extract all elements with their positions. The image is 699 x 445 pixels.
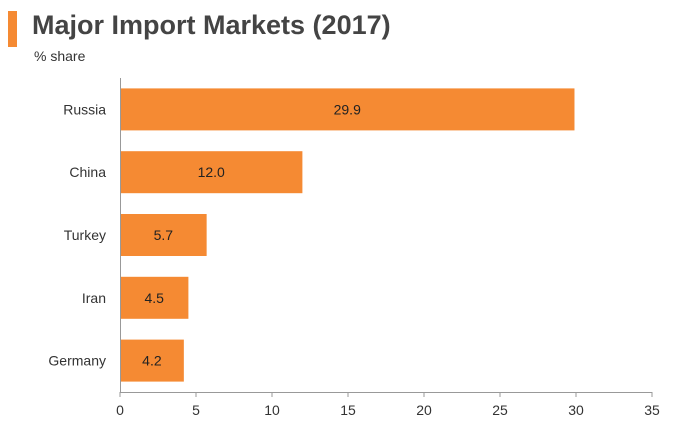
data-label: 4.2 xyxy=(142,353,162,369)
category-label: Germany xyxy=(48,353,106,369)
data-label: 4.5 xyxy=(144,290,164,306)
bar-germany xyxy=(120,339,184,382)
x-tick-label: 35 xyxy=(644,402,660,418)
bar-iran xyxy=(120,276,189,319)
category-label: Russia xyxy=(63,101,106,117)
bar-turkey xyxy=(120,214,207,256)
title-accent-bar xyxy=(8,11,17,47)
x-tick-label: 20 xyxy=(416,402,432,418)
x-tick-label: 25 xyxy=(492,402,508,418)
chart-subtitle: % share xyxy=(34,48,86,64)
category-label: China xyxy=(69,164,106,180)
x-tick-label: 0 xyxy=(116,402,124,418)
data-label: 12.0 xyxy=(198,164,225,180)
category-label: Iran xyxy=(82,290,106,306)
bar-china xyxy=(120,151,303,194)
data-label: 29.9 xyxy=(334,101,361,117)
category-label: Turkey xyxy=(64,227,106,243)
x-tick-label: 5 xyxy=(192,402,200,418)
chart-title: Major Import Markets (2017) xyxy=(32,10,391,40)
x-tick-label: 30 xyxy=(568,402,584,418)
x-tick-label: 10 xyxy=(264,402,280,418)
x-tick-label: 15 xyxy=(340,402,356,418)
bar-russia xyxy=(120,88,575,131)
data-label: 5.7 xyxy=(154,227,174,243)
